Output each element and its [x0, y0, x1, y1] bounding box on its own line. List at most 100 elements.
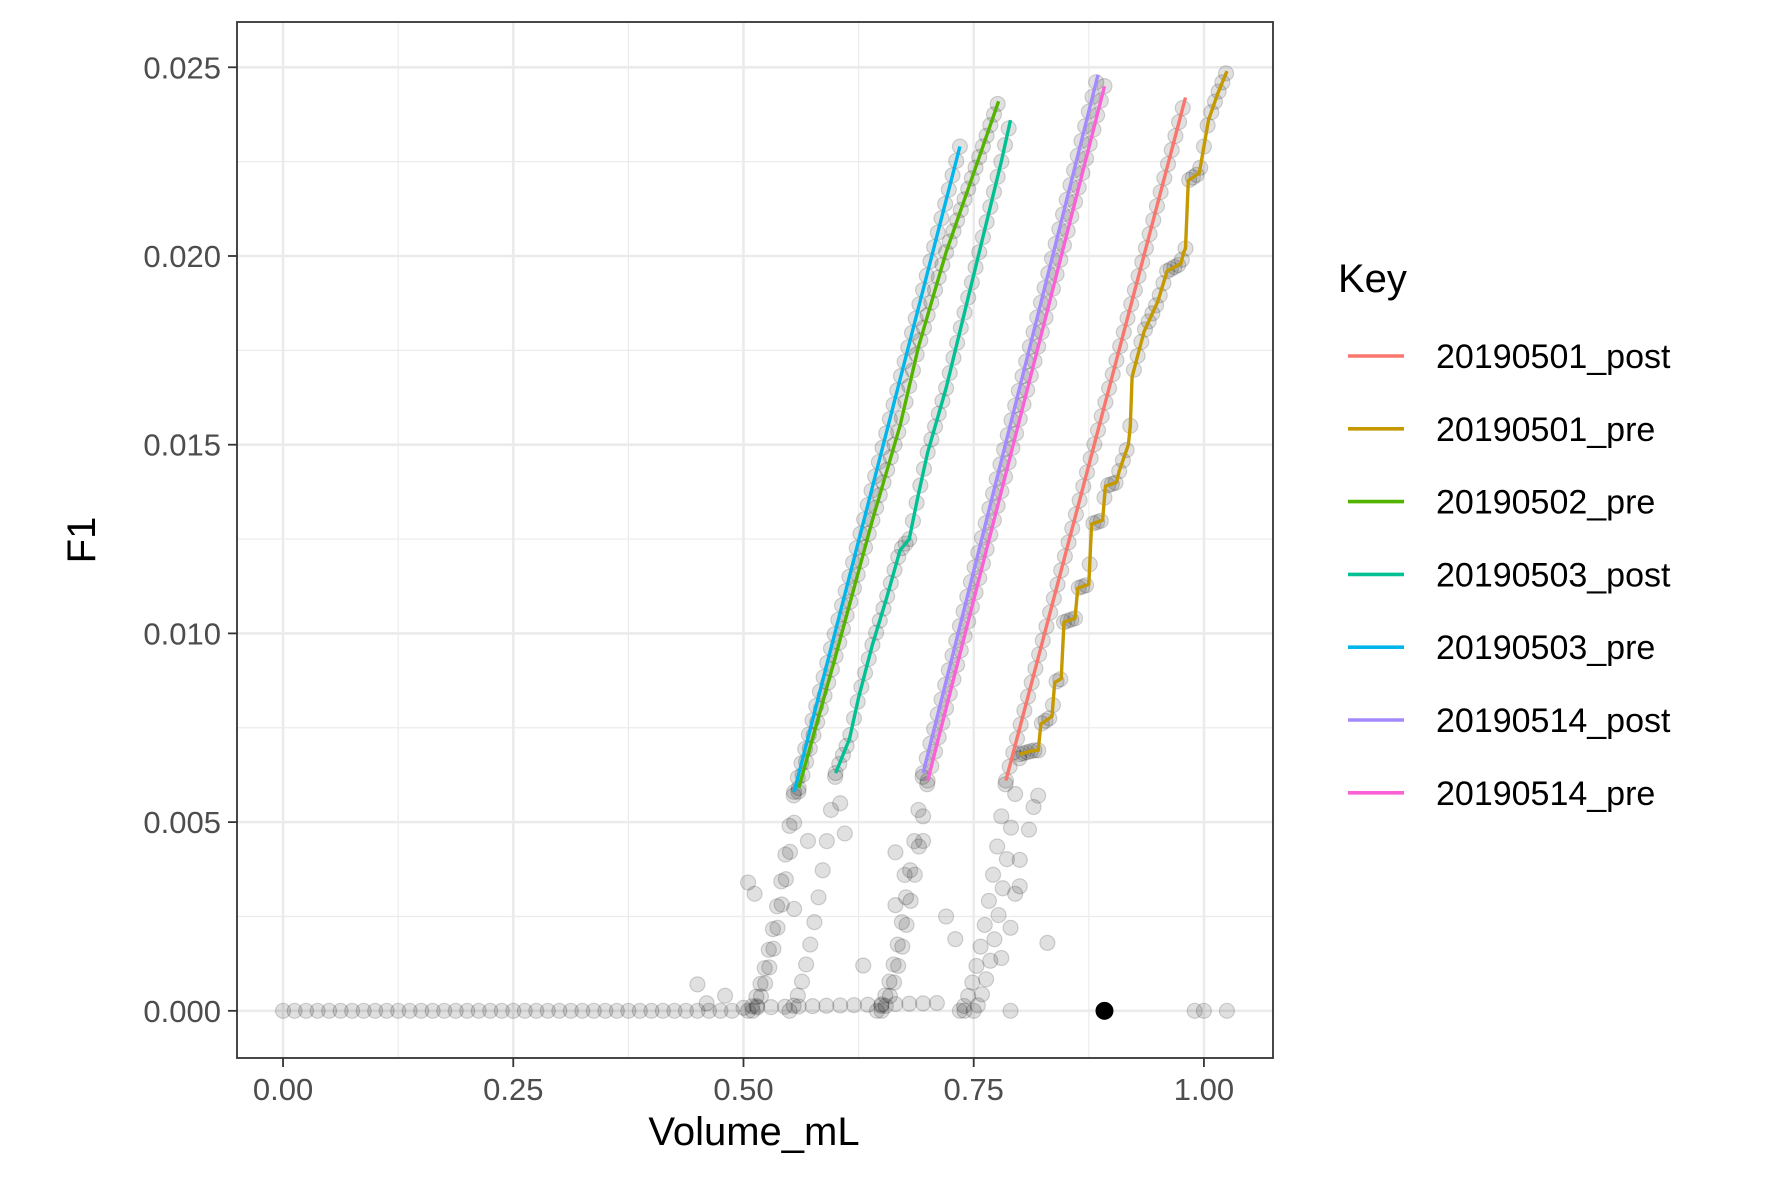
data-point	[885, 974, 903, 991]
data-point	[799, 832, 817, 850]
panel-border-rect	[236, 21, 1274, 1059]
data-point	[631, 1002, 648, 1019]
data-point	[1025, 798, 1042, 816]
x-axis-title: Volume_mL	[648, 1110, 859, 1154]
data-point	[1195, 1002, 1213, 1019]
legend-title: Key	[1338, 257, 1407, 301]
legend-label: 20190503_pre	[1436, 629, 1655, 667]
legend-label: 20190503_post	[1436, 556, 1671, 594]
data-point	[832, 795, 849, 812]
data-point	[928, 994, 945, 1012]
x-tick-label: 0.75	[944, 1072, 1004, 1107]
data-point	[964, 974, 981, 991]
data-point	[993, 949, 1010, 967]
data-point	[993, 808, 1010, 825]
data-point	[1030, 787, 1047, 804]
data-point	[989, 838, 1006, 855]
data-point	[889, 936, 906, 953]
data-point	[769, 898, 786, 915]
data-point	[893, 914, 910, 931]
data-point	[585, 1002, 602, 1019]
data-point	[700, 1002, 718, 1019]
data-point	[1002, 1002, 1019, 1019]
data-point	[978, 971, 995, 988]
data-point	[836, 825, 853, 842]
data-point	[1096, 78, 1113, 95]
data-point	[1011, 851, 1028, 868]
data-point	[822, 801, 840, 819]
data-point	[436, 1002, 453, 1019]
series-line-20190503_pre	[792, 146, 962, 793]
data-point	[309, 1002, 326, 1019]
data-point	[855, 957, 872, 974]
data-point	[1002, 919, 1019, 936]
data-point	[781, 843, 799, 860]
x-tick-label: 0.25	[483, 1072, 543, 1107]
data-point	[901, 995, 918, 1012]
data-point	[873, 1002, 890, 1019]
data-point	[698, 995, 715, 1012]
data-point	[297, 1002, 315, 1019]
data-point	[666, 1002, 683, 1019]
data-point	[804, 998, 821, 1015]
series-line-20190501_pre	[1019, 70, 1229, 756]
x-tick-label: 1.00	[1174, 1072, 1234, 1107]
data-point	[902, 862, 919, 879]
data-point	[793, 973, 811, 990]
data-point	[424, 1002, 441, 1019]
data-point	[951, 1002, 968, 1019]
legend-label: 20190502_pre	[1436, 484, 1655, 522]
data-point	[914, 808, 932, 825]
data-point	[786, 900, 803, 918]
data-point	[749, 999, 766, 1016]
data-point	[986, 931, 1003, 948]
data-point	[994, 880, 1011, 897]
x-tick-label: 0.50	[713, 1072, 773, 1107]
series-line-20190514_post	[921, 74, 1100, 774]
data-point	[744, 998, 761, 1015]
y-tick-label: 0.005	[143, 805, 221, 840]
data-point	[906, 833, 923, 850]
data-point	[910, 838, 928, 855]
data-point	[712, 1002, 729, 1019]
data-point	[818, 833, 835, 850]
data-point	[810, 889, 827, 906]
data-point	[881, 987, 899, 1005]
data-point	[744, 1002, 761, 1019]
legend: Key 20190501_post 20190501_pre 20190502_pr…	[1338, 257, 1671, 813]
data-point	[786, 783, 803, 801]
data-point	[818, 997, 835, 1014]
data-point	[378, 1002, 395, 1019]
data-point	[620, 1002, 637, 1019]
series-line-20190501_post	[1004, 97, 1188, 782]
data-point	[769, 919, 786, 936]
data-point	[528, 1002, 545, 1019]
data-point	[764, 921, 782, 938]
data-point	[286, 1002, 303, 1019]
y-tick-label: 0.020	[143, 239, 221, 274]
data-point	[947, 931, 964, 948]
data-point	[757, 975, 774, 992]
plot-panel	[237, 22, 1273, 1058]
y-axis-title: F1	[60, 517, 104, 564]
data-point	[752, 988, 770, 1005]
legend-label: 20190514_post	[1436, 702, 1671, 740]
data-point	[785, 997, 802, 1014]
data-point	[973, 986, 991, 1003]
y-tick-label: 0.015	[143, 428, 221, 463]
data-point	[574, 1002, 591, 1019]
data-point	[773, 896, 790, 913]
data-point	[551, 1002, 568, 1019]
grid	[237, 22, 1273, 1058]
data-point	[976, 916, 993, 934]
data-point	[873, 996, 890, 1013]
data-point	[761, 959, 778, 976]
data-point	[894, 938, 911, 955]
data-point	[746, 885, 763, 902]
data-point	[643, 1002, 660, 1019]
data-point	[505, 1002, 522, 1019]
data-point	[748, 997, 765, 1015]
data-point	[390, 1002, 407, 1019]
data-point	[885, 956, 902, 973]
data-point	[896, 866, 913, 884]
